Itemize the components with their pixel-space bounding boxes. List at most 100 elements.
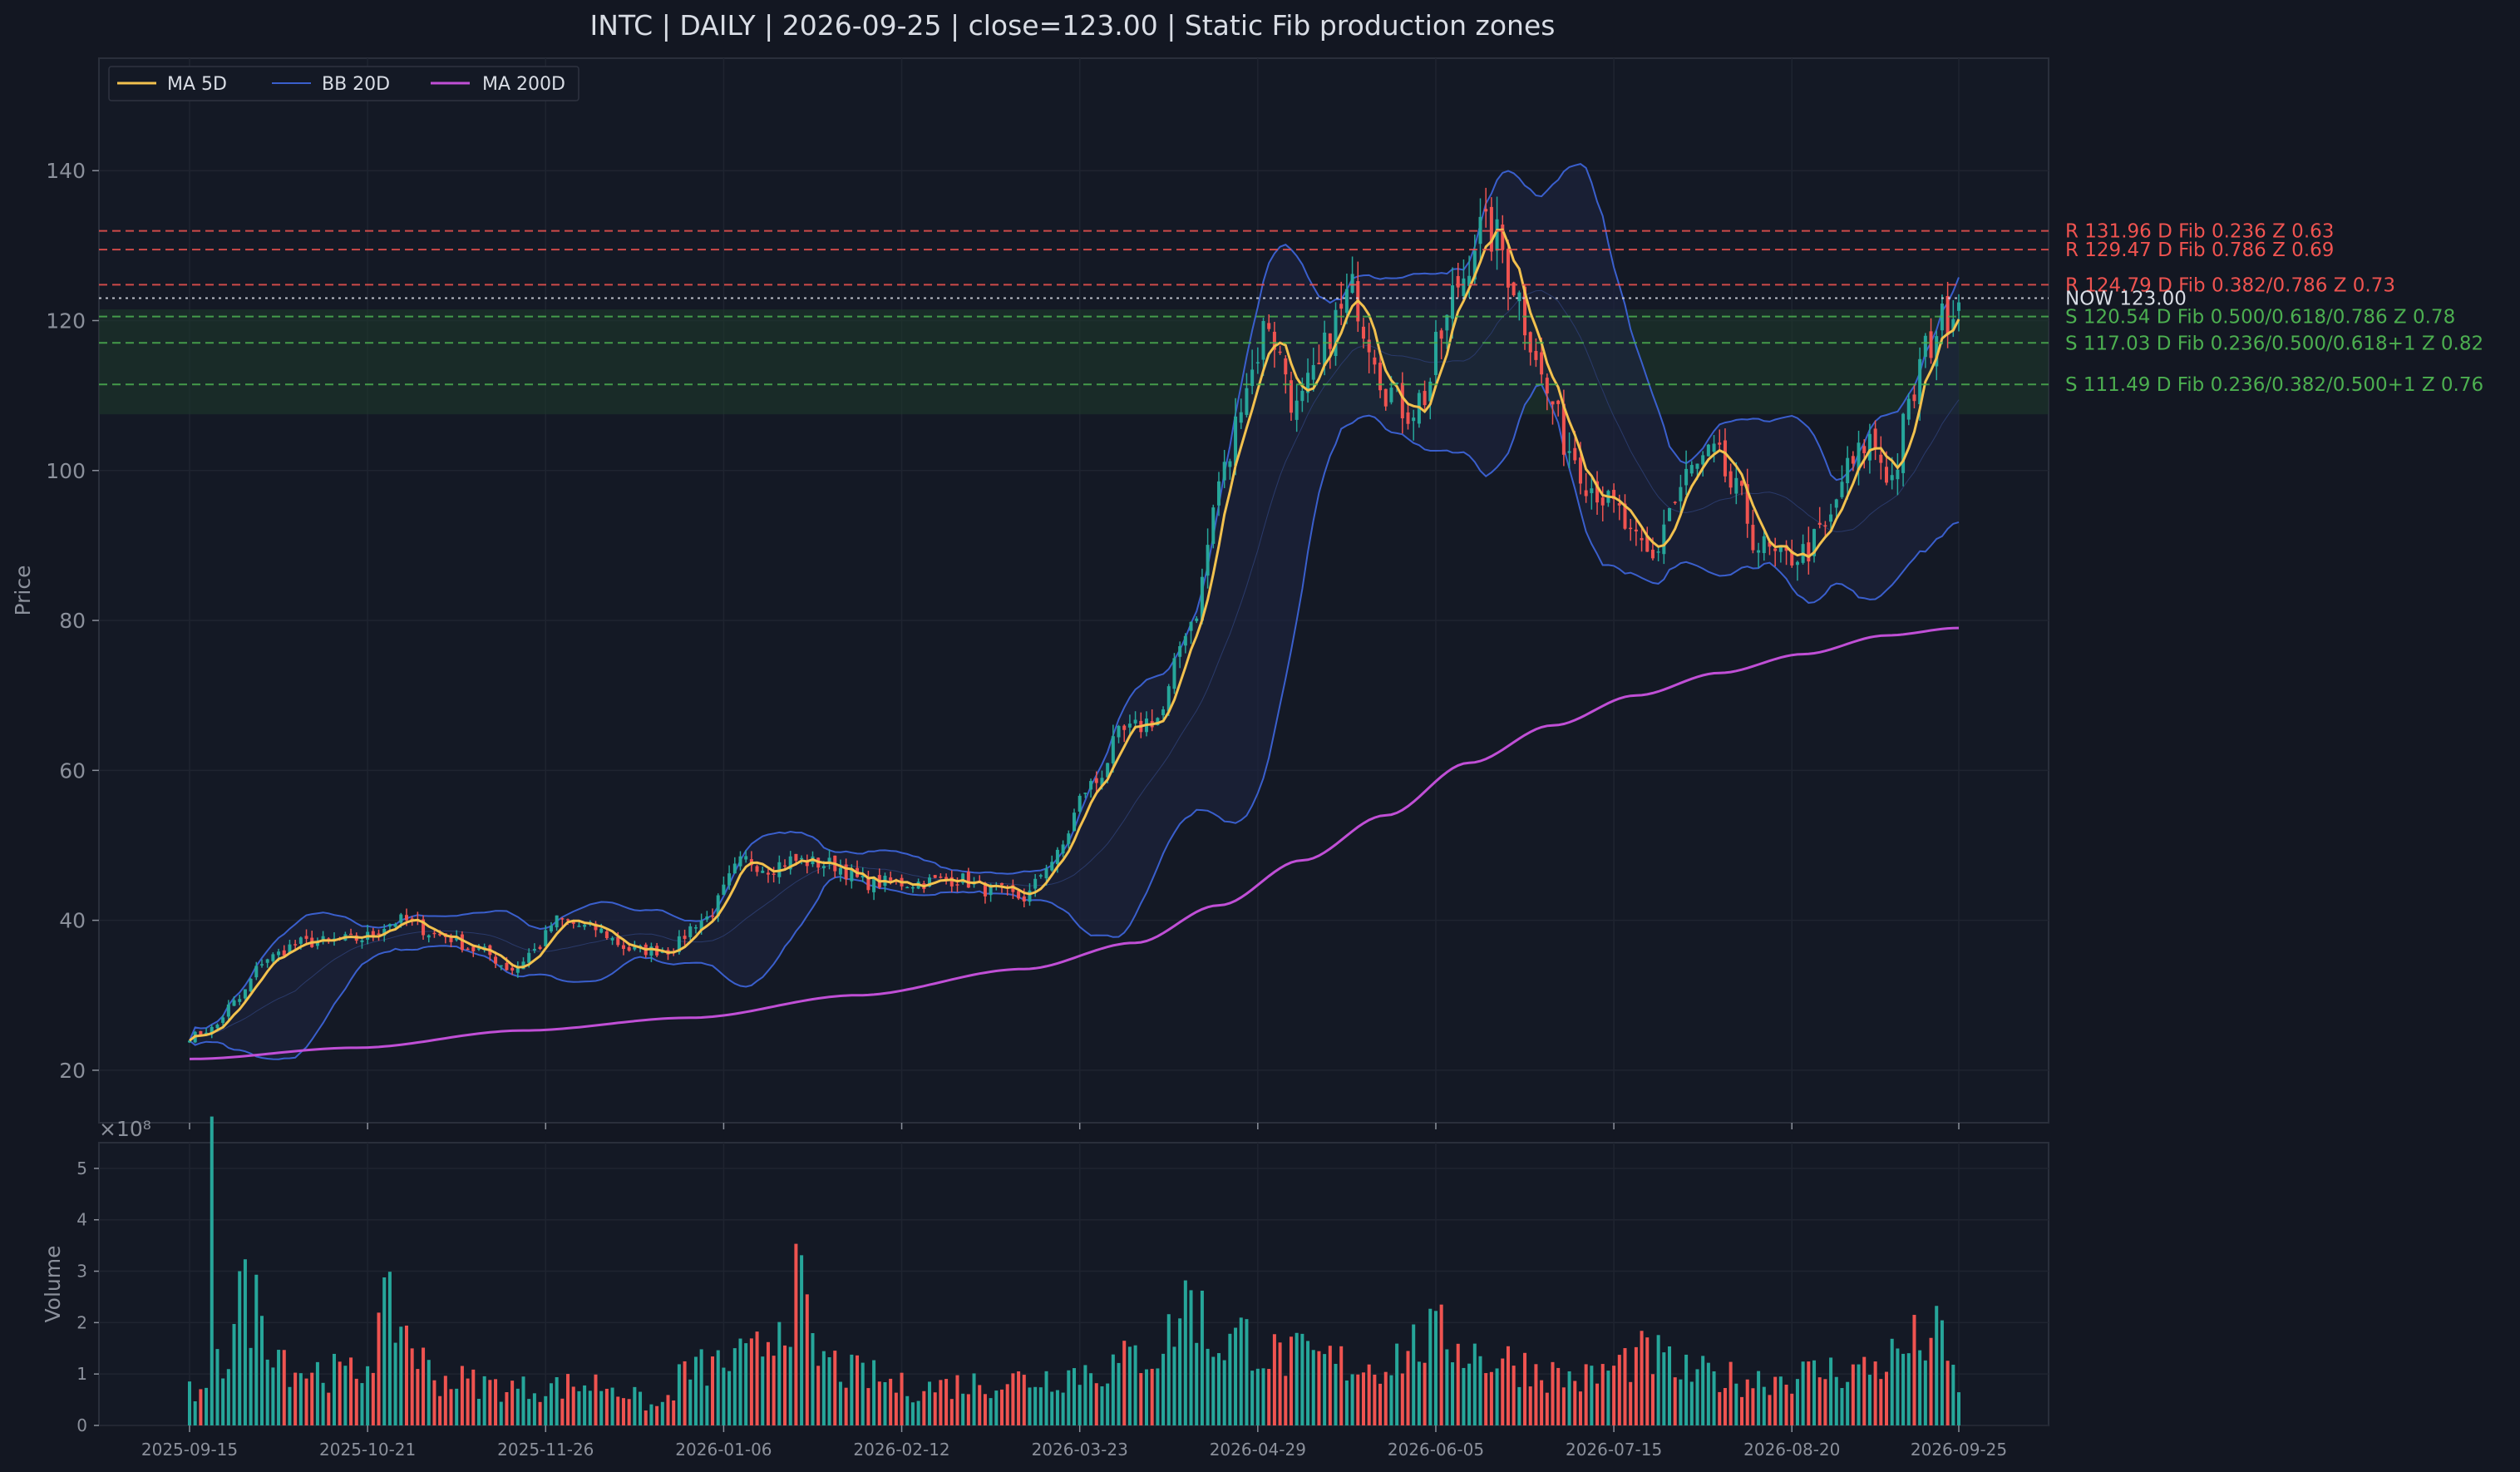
candle-body (205, 1032, 209, 1035)
volume-bar (1089, 1373, 1093, 1425)
volume-bar (1144, 1369, 1149, 1425)
volume-bar (1901, 1353, 1906, 1425)
candle-body (1106, 763, 1110, 778)
candle-body (382, 928, 387, 936)
candle-body (905, 887, 910, 889)
candle-body (627, 946, 631, 951)
volume-bar (422, 1347, 426, 1425)
candle-body (1873, 428, 1877, 449)
volume-tick-label: 0 (76, 1415, 87, 1435)
volume-bar (1050, 1391, 1054, 1425)
candle-body (1061, 844, 1065, 854)
volume-bar (1734, 1383, 1738, 1425)
x-tick-label: 2026-04-29 (1210, 1440, 1306, 1460)
candle-body (1640, 537, 1644, 541)
volume-bar (1400, 1373, 1404, 1425)
volume-bar (655, 1405, 659, 1425)
candle-body (705, 916, 709, 920)
candle-body (1590, 488, 1594, 493)
volume-bar (1751, 1388, 1755, 1425)
candle-body (527, 952, 531, 963)
candle-body (949, 877, 954, 887)
volume-bar (1139, 1373, 1143, 1425)
volume-bar (532, 1393, 536, 1425)
x-tick-label: 2026-09-25 (1911, 1440, 2007, 1460)
volume-bar (994, 1390, 999, 1425)
candle-body (471, 946, 476, 951)
volume-bar (856, 1355, 860, 1425)
candle-body (1334, 309, 1338, 357)
candle-body (1234, 416, 1238, 466)
candle-body (282, 950, 286, 956)
candle-body (1578, 457, 1582, 484)
volume-bar (205, 1387, 209, 1425)
candle-body (1879, 454, 1883, 463)
candle-body (505, 962, 509, 971)
volume-bar (1061, 1392, 1065, 1425)
candle-body (1718, 442, 1722, 445)
candle-body (1834, 499, 1838, 508)
candle-body (766, 872, 770, 875)
volume-bar (1245, 1319, 1249, 1425)
candle-body (722, 884, 726, 896)
volume-bar (639, 1391, 643, 1425)
volume-bar (833, 1351, 837, 1425)
volume-bar (510, 1381, 515, 1425)
candle-body (1022, 896, 1026, 901)
volume-bar (259, 1316, 264, 1425)
volume-bar (1851, 1364, 1855, 1425)
x-tick-label: 2026-03-23 (1032, 1440, 1128, 1460)
volume-bar (1712, 1371, 1716, 1425)
volume-bar (1255, 1368, 1260, 1425)
volume-bar (1662, 1352, 1666, 1425)
volume-bar (1127, 1346, 1132, 1425)
volume-bar (1055, 1390, 1059, 1425)
candle-body (243, 989, 247, 999)
volume-bar (455, 1388, 459, 1425)
candle-body (649, 946, 653, 956)
volume-bar (660, 1401, 664, 1425)
volume-bar (577, 1390, 581, 1425)
candle-body (1867, 433, 1872, 461)
candle-body (1846, 457, 1850, 484)
volume-bar (621, 1398, 625, 1425)
legend: MA 5D BB 20D MA 200D (108, 66, 579, 101)
candle-body (1255, 362, 1260, 364)
volume-bar (393, 1342, 397, 1425)
candle-body (1935, 336, 1939, 367)
volume-bar (883, 1381, 887, 1425)
candle-body (989, 884, 993, 896)
volume-bar (1067, 1370, 1071, 1425)
volume-bar (571, 1386, 575, 1425)
candle-body (221, 1017, 225, 1023)
candle-body (1851, 456, 1855, 464)
volume-bar (1183, 1280, 1187, 1425)
candle-body (1489, 206, 1493, 252)
candle-body (1561, 403, 1566, 455)
volume-bar (549, 1383, 553, 1425)
volume-bar (315, 1361, 319, 1425)
candle-body (1600, 497, 1605, 506)
volume-bar (1884, 1371, 1889, 1425)
candle-body (1501, 225, 1505, 249)
candle-body (1906, 398, 1911, 420)
candle-body (1451, 285, 1455, 319)
volume-bar (544, 1395, 548, 1425)
candle-body (1367, 339, 1371, 353)
volume-bar (1873, 1361, 1877, 1425)
candle-body (1067, 833, 1071, 844)
volume-bar (1745, 1379, 1749, 1425)
volume-bar (1267, 1369, 1271, 1425)
volume-bars (187, 1116, 1961, 1425)
volume-bar (1100, 1386, 1104, 1425)
volume-bar (955, 1375, 959, 1425)
candle-body (1734, 477, 1738, 494)
candle-body (1344, 289, 1349, 314)
volume-bar (777, 1321, 782, 1425)
candle-body (1156, 718, 1160, 726)
candle-body (693, 927, 698, 929)
candle-body (1540, 352, 1544, 375)
volume-bar (1556, 1367, 1561, 1425)
volume-bar (1083, 1365, 1087, 1425)
volume-bar (966, 1394, 970, 1425)
